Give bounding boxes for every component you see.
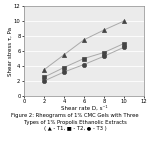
Text: Figure 2: Rheograms of 1% CMC Gels with Three
Types of 1% Propolis Ethanolic Ext: Figure 2: Rheograms of 1% CMC Gels with …	[11, 113, 139, 131]
Y-axis label: Shear stress τ, Pa: Shear stress τ, Pa	[7, 26, 12, 76]
X-axis label: Shear rate D, s⁻¹: Shear rate D, s⁻¹	[61, 106, 107, 111]
